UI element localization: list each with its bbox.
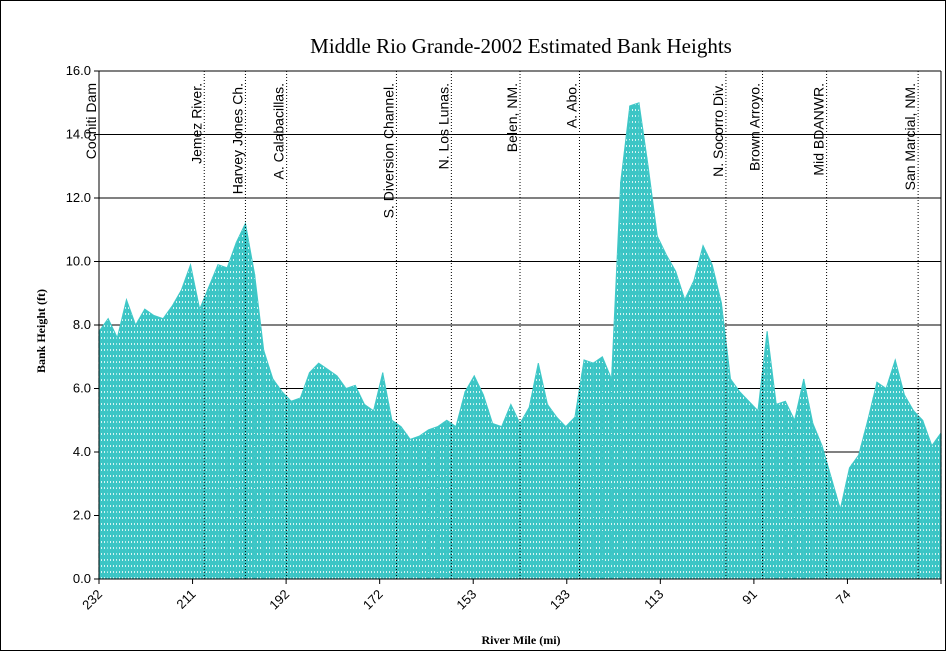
location-label: San Marcial, NM. [902, 83, 918, 190]
x-tick-label: 91 [739, 587, 760, 608]
y-tick-label: 6.0 [73, 381, 91, 396]
y-tick-label: 0.0 [73, 571, 91, 586]
location-label: Belen, NM. [504, 83, 520, 152]
y-tick-label: 2.0 [73, 508, 91, 523]
y-tick-label: 10.0 [66, 254, 91, 269]
x-tick-label: 192 [266, 587, 292, 613]
data-area [98, 102, 942, 580]
x-tick-label: 172 [360, 587, 386, 613]
x-tick-label: 113 [641, 587, 666, 612]
y-tick-label: 4.0 [73, 444, 91, 459]
x-tick-label: 153 [453, 587, 479, 613]
y-tick-label: 8.0 [73, 317, 91, 332]
x-tick-label: 133 [547, 587, 573, 613]
location-label: Brown Arroyo. [747, 83, 763, 171]
location-label: Jemez River. [188, 83, 204, 164]
y-tick-label: 14.0 [66, 127, 91, 142]
location-label: N. Socorro Div. [710, 83, 726, 177]
chart-title: Middle Rio Grande-2002 Estimated Bank He… [310, 34, 732, 58]
y-axis-title: Bank Height (ft) [34, 289, 48, 373]
location-label: Harvey Jones Ch. [229, 83, 245, 194]
location-label: Mid BDANWR. [811, 83, 827, 176]
location-markers: Cochiti Dam Jemez River. Harvey Jones Ch. A… [83, 71, 919, 579]
x-axis-title: River Mile (mi) [481, 633, 560, 647]
axes: 0.0 2.0 4.0 6.0 8.0 10.0 12.0 14.0 16.0 232 211 192… [66, 63, 942, 613]
location-label: A. Abo. [563, 83, 579, 128]
location-label: N. Los Lunas. [435, 83, 451, 169]
x-tick-label: 232 [79, 587, 105, 613]
location-label: Cochiti Dam [83, 83, 99, 159]
x-tick-label: 211 [173, 587, 198, 612]
y-tick-label: 16.0 [66, 63, 91, 78]
x-tick-label: 74 [833, 587, 854, 608]
location-label: A. Calabacillas. [271, 83, 287, 180]
location-label: S. Diversion Channel. [380, 83, 396, 218]
y-tick-label: 12.0 [66, 190, 91, 205]
